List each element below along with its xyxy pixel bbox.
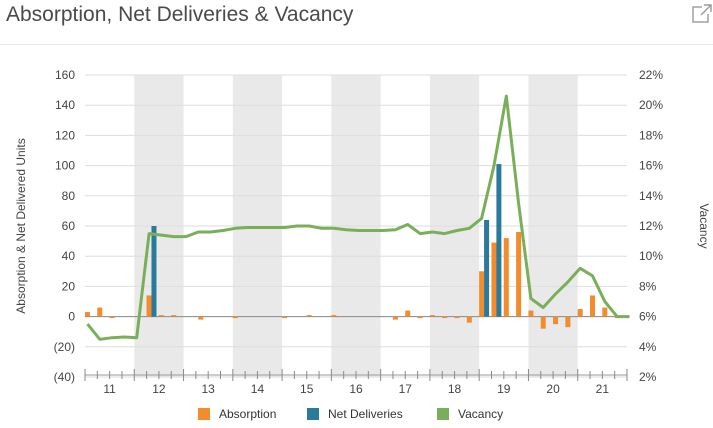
x-tick-label: 17 <box>399 382 413 396</box>
absorption-bar <box>577 309 583 317</box>
y-right-tick-label: 10% <box>639 249 663 263</box>
y-right-tick-label: 20% <box>639 98 663 112</box>
absorption-bar <box>392 316 398 320</box>
legend-swatch <box>198 408 210 420</box>
y-right-tick-label: 18% <box>639 128 663 142</box>
external-link-icon[interactable] <box>692 4 712 24</box>
x-tick-label: 19 <box>497 382 511 396</box>
absorption-bar <box>553 316 559 325</box>
absorption-bar <box>146 295 152 317</box>
absorption-bar <box>528 310 534 317</box>
y-left-tick-label: 20 <box>62 279 76 293</box>
x-tick-label: 15 <box>300 382 314 396</box>
x-tick-label: 14 <box>251 382 265 396</box>
x-tick-label: 20 <box>546 382 560 396</box>
x-tick-label: 21 <box>596 382 610 396</box>
absorption-bar <box>109 316 115 319</box>
x-tick-label: 11 <box>103 382 116 396</box>
absorption-bar <box>158 315 164 317</box>
legend-label: Absorption <box>219 407 276 421</box>
y-left-tick-label: 80 <box>62 189 76 203</box>
absorption-bar <box>491 242 497 317</box>
absorption-bar <box>232 316 238 319</box>
y-left-tick-label: (20) <box>54 340 75 354</box>
y-right-tick-label: 14% <box>639 189 663 203</box>
absorption-bar <box>454 316 460 319</box>
y-right-tick-label: 16% <box>639 159 663 173</box>
legend-label: Net Deliveries <box>328 407 403 421</box>
x-tick-label: 16 <box>349 382 363 396</box>
net-deliveries-bar <box>496 164 502 317</box>
header-divider <box>0 44 713 45</box>
vacancy-line <box>86 94 630 341</box>
absorption-bar <box>479 271 485 317</box>
y-left-tick-label: 140 <box>55 98 75 112</box>
y-right-tick-label: 2% <box>639 370 657 384</box>
x-tick-label: 18 <box>448 382 462 396</box>
absorption-bar <box>602 307 608 317</box>
absorption-bar <box>540 316 546 329</box>
y-right-tick-label: 6% <box>639 310 657 324</box>
legend-swatch <box>307 408 319 420</box>
net-deliveries-bar <box>484 219 490 317</box>
net-deliveries-bar <box>151 226 157 317</box>
absorption-bar <box>331 315 337 317</box>
y-left-tick-label: 0 <box>68 310 75 324</box>
x-tick-label: 13 <box>202 382 216 396</box>
absorption-bar <box>565 316 571 328</box>
y-right-tick-label: 12% <box>639 219 663 233</box>
y-left-tick-label: (40) <box>54 370 75 384</box>
absorption-bar <box>590 295 596 317</box>
absorption-bar <box>97 307 103 317</box>
y-right-axis-title: Vacancy <box>697 203 711 248</box>
y-left-tick-label: 100 <box>55 159 75 173</box>
y-left-tick-label: 60 <box>62 219 76 233</box>
absorption-bar <box>429 315 435 317</box>
absorption-bar <box>466 316 472 323</box>
legend-label: Vacancy <box>458 407 503 421</box>
y-left-tick-label: 120 <box>55 128 75 142</box>
absorption-bar <box>405 310 411 317</box>
y-right-tick-label: 8% <box>639 279 657 293</box>
y-left-tick-label: 160 <box>55 68 75 82</box>
y-left-tick-label: 40 <box>62 249 76 263</box>
y-left-axis-title: Absorption & Net Delivered Units <box>14 138 28 313</box>
chart-title: Absorption, Net Deliveries & Vacancy <box>6 3 354 26</box>
absorption-bar <box>442 316 448 319</box>
absorption-bar <box>282 316 288 319</box>
absorption-bar <box>306 315 312 317</box>
x-tick-label: 12 <box>152 382 166 396</box>
absorption-bar <box>171 315 177 317</box>
absorption-bar <box>503 238 509 317</box>
absorption-bar <box>417 316 423 319</box>
y-right-tick-label: 4% <box>639 340 657 354</box>
absorption-bar <box>516 232 522 317</box>
absorption-bar <box>198 316 204 320</box>
absorption-bar <box>84 312 90 317</box>
y-right-tick-label: 22% <box>639 68 663 82</box>
legend-swatch <box>437 408 449 420</box>
